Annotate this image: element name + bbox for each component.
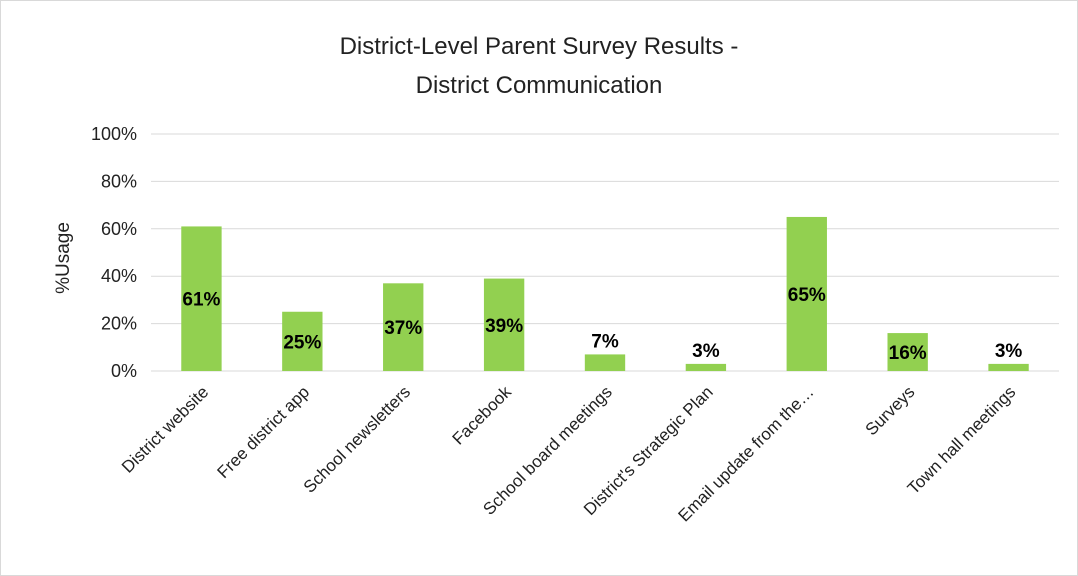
bar (988, 363, 1029, 371)
bars (181, 216, 1029, 371)
y-tick-label: 40% (101, 266, 137, 286)
bar (584, 354, 626, 371)
data-labels: 61% 25% 37% 39% 7% 3% 65% 16% 3% (182, 285, 1022, 364)
y-tick-label: 80% (101, 171, 137, 191)
x-axis-categories: District website Free district appSchool … (118, 382, 1019, 525)
x-category-label: Free district app (214, 382, 314, 482)
chart-title-line-2: District Communication (416, 72, 663, 99)
y-tick-label: 0% (111, 361, 137, 381)
y-tick-label: 20% (101, 314, 137, 334)
bar (282, 311, 323, 371)
y-axis-ticks: 0% 20% 40% 60% 80% 100% (91, 124, 137, 381)
data-label: 16% (889, 343, 927, 364)
x-category-label: Surveys (862, 382, 919, 439)
bar (786, 216, 827, 371)
y-axis-title: %Usage (53, 222, 74, 294)
data-label: 37% (384, 318, 422, 339)
data-label: 3% (692, 341, 720, 362)
y-tick-label: 100% (91, 124, 137, 144)
bar (181, 226, 222, 371)
y-tick-label: 60% (101, 219, 137, 239)
data-label: 61% (182, 290, 220, 311)
x-category-label: Town hall meetings (904, 382, 1020, 498)
data-label: 3% (995, 341, 1023, 362)
x-category-label: School newsletters (300, 382, 414, 496)
x-category-label: Facebook (449, 382, 516, 449)
bar (483, 278, 525, 371)
chart-title-line-1: District-Level Parent Survey Results - (340, 33, 739, 60)
x-category-label: District website (118, 382, 212, 476)
data-label: 7% (591, 331, 619, 352)
bar (887, 333, 928, 371)
data-label: 65% (788, 285, 826, 306)
bar (383, 283, 424, 371)
data-label: 25% (283, 332, 321, 353)
chart-title: District-Level Parent Survey Results - D… (340, 33, 739, 99)
bar (685, 363, 727, 371)
data-label: 39% (485, 316, 523, 337)
